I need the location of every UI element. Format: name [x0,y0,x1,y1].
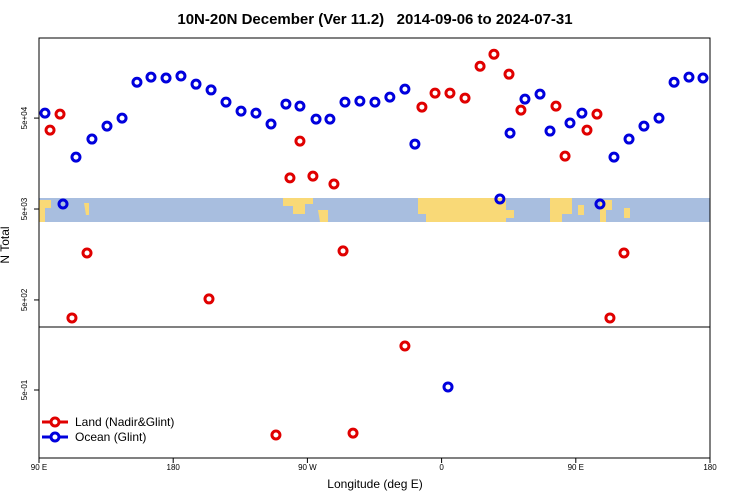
legend-label: Land (Nadir&Glint) [75,415,174,429]
data-point [324,113,336,125]
data-point [66,312,78,324]
data-point [354,95,366,107]
data-point [54,108,66,120]
data-point [409,138,421,150]
data-point [220,96,232,108]
data-point [474,60,486,72]
data-point [442,381,454,393]
data-point [594,198,606,210]
data-point [307,170,319,182]
data-point [347,427,359,439]
data-point [250,107,262,119]
x-tick-label: 180 [167,463,181,472]
data-point [653,112,665,124]
data-point [519,93,531,105]
data-point [265,118,277,130]
data-point [515,104,527,116]
data-point [101,120,113,132]
data-point [337,245,349,257]
legend-marker [49,431,61,443]
data-point [175,70,187,82]
data-point [604,312,616,324]
data-point [310,113,322,125]
x-axis-label: Longitude (deg E) [327,477,422,491]
data-point [81,247,93,259]
data-point [503,68,515,80]
data-point [86,133,98,145]
data-point [544,125,556,137]
data-point [416,101,428,113]
data-point [294,135,306,147]
data-point [534,88,546,100]
data-point [384,91,396,103]
data-point [697,72,709,84]
chart-title: 10N-20N December (Ver 11.2) 2014-09-06 t… [177,11,572,28]
data-point [488,48,500,60]
y-tick-label: 5e+03 [20,197,29,220]
data-point [160,72,172,84]
data-point [369,96,381,108]
map-strip [39,198,710,222]
data-point [131,76,143,88]
data-point [623,133,635,145]
data-point [564,117,576,129]
data-point [550,100,562,112]
data-point [280,98,292,110]
y-axis-label: N Total [0,226,12,263]
legend-marker [49,416,61,428]
x-tick-label: 90 E [31,463,47,472]
data-point [399,83,411,95]
data-point [591,108,603,120]
data-point [57,198,69,210]
data-point [608,151,620,163]
data-point [504,127,516,139]
x-tick-label: 0 [439,463,444,472]
plot-frame [38,37,711,459]
data-point [618,247,630,259]
data-point [668,76,680,88]
data-point [494,193,506,205]
y-tick-label: 5e+02 [20,288,29,311]
data-point [559,150,571,162]
data-point [145,71,157,83]
data-point [190,78,202,90]
y-tick-label: 5e-01 [20,379,29,400]
data-point [70,151,82,163]
data-point [284,172,296,184]
data-point [203,293,215,305]
data-point [399,340,411,352]
data-point [44,124,56,136]
data-point [683,71,695,83]
data-point [294,100,306,112]
x-tick-label: 90 W [298,463,317,472]
data-point [270,429,282,441]
x-tick-label: 90 E [568,463,584,472]
data-point [581,124,593,136]
data-point [429,87,441,99]
data-point [205,84,217,96]
data-point [39,107,51,119]
data-point [328,178,340,190]
data-point [459,92,471,104]
data-point [444,87,456,99]
legend-label: Ocean (Glint) [75,430,146,444]
data-point [638,120,650,132]
data-point [576,107,588,119]
data-point [235,105,247,117]
x-tick-label: 180 [703,463,717,472]
data-point [116,112,128,124]
y-tick-label: 5e+04 [20,106,29,129]
data-point [339,96,351,108]
